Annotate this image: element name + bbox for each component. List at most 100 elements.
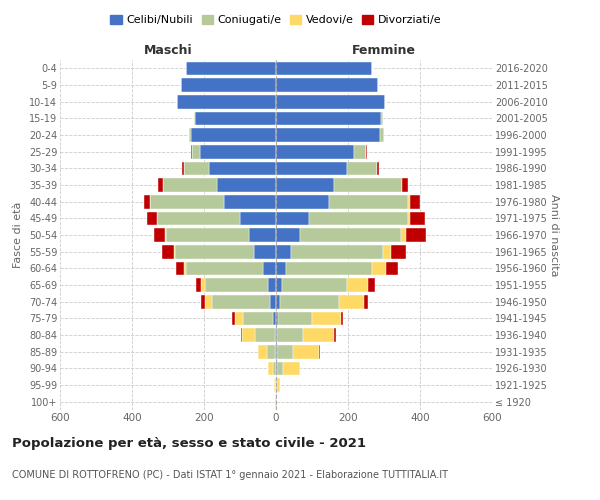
Bar bbox=[181, 78, 276, 92]
Bar bbox=[286, 262, 373, 275]
Bar bbox=[268, 278, 276, 292]
Bar bbox=[341, 312, 343, 325]
Bar bbox=[259, 345, 268, 358]
Bar bbox=[212, 295, 269, 308]
Bar bbox=[403, 178, 408, 192]
Bar bbox=[268, 362, 273, 375]
Bar bbox=[150, 195, 224, 208]
Bar bbox=[182, 162, 184, 175]
Bar bbox=[364, 295, 368, 308]
Bar bbox=[277, 345, 293, 358]
Bar bbox=[278, 312, 313, 325]
Bar bbox=[334, 328, 337, 342]
Bar bbox=[166, 228, 249, 242]
Bar bbox=[240, 212, 276, 225]
Bar bbox=[366, 145, 367, 158]
Bar bbox=[276, 328, 277, 342]
Bar bbox=[242, 328, 255, 342]
Text: Maschi: Maschi bbox=[143, 44, 193, 57]
Bar bbox=[293, 345, 319, 358]
Bar bbox=[302, 328, 334, 342]
Bar bbox=[276, 162, 347, 175]
Bar bbox=[410, 195, 419, 208]
Legend: Celibi/Nubili, Coniugati/e, Vedovi/e, Divorziati/e: Celibi/Nubili, Coniugati/e, Vedovi/e, Di… bbox=[106, 10, 446, 30]
Bar bbox=[174, 245, 175, 258]
Bar bbox=[276, 345, 277, 358]
Bar bbox=[193, 145, 200, 158]
Bar bbox=[274, 378, 275, 392]
Bar bbox=[276, 312, 278, 325]
Bar bbox=[276, 212, 309, 225]
Bar bbox=[355, 145, 366, 158]
Bar bbox=[334, 178, 402, 192]
Bar bbox=[280, 295, 338, 308]
Bar bbox=[309, 212, 408, 225]
Bar bbox=[276, 362, 277, 375]
Bar bbox=[175, 245, 254, 258]
Bar bbox=[273, 312, 276, 325]
Bar bbox=[277, 362, 283, 375]
Bar bbox=[186, 62, 276, 75]
Bar bbox=[232, 312, 235, 325]
Bar bbox=[291, 245, 383, 258]
Bar bbox=[184, 162, 209, 175]
Text: Popolazione per età, sesso e stato civile - 2021: Popolazione per età, sesso e stato civil… bbox=[12, 437, 366, 450]
Bar bbox=[194, 112, 195, 125]
Bar bbox=[283, 278, 347, 292]
Bar bbox=[283, 362, 301, 375]
Bar bbox=[191, 128, 276, 142]
Bar bbox=[217, 178, 276, 192]
Bar bbox=[276, 195, 329, 208]
Bar bbox=[177, 95, 276, 108]
Bar bbox=[347, 162, 377, 175]
Bar bbox=[276, 262, 286, 275]
Bar bbox=[163, 178, 217, 192]
Bar bbox=[242, 312, 273, 325]
Bar bbox=[276, 95, 385, 108]
Bar bbox=[268, 345, 275, 358]
Bar bbox=[154, 228, 166, 242]
Bar bbox=[205, 278, 268, 292]
Bar bbox=[162, 245, 174, 258]
Bar bbox=[224, 195, 276, 208]
Bar bbox=[329, 195, 409, 208]
Bar bbox=[391, 245, 406, 258]
Bar bbox=[158, 178, 163, 192]
Bar bbox=[409, 195, 410, 208]
Bar bbox=[276, 228, 301, 242]
Bar bbox=[276, 145, 355, 158]
Bar bbox=[277, 328, 302, 342]
Bar bbox=[386, 262, 398, 275]
Bar bbox=[263, 262, 276, 275]
Bar bbox=[176, 262, 184, 275]
Bar bbox=[157, 212, 240, 225]
Y-axis label: Fasce di età: Fasce di età bbox=[13, 202, 23, 268]
Bar bbox=[276, 245, 291, 258]
Text: Femmine: Femmine bbox=[352, 44, 416, 57]
Bar bbox=[249, 228, 276, 242]
Bar bbox=[269, 295, 276, 308]
Bar bbox=[373, 262, 386, 275]
Bar bbox=[201, 295, 205, 308]
Bar bbox=[273, 362, 275, 375]
Bar bbox=[383, 245, 391, 258]
Bar bbox=[200, 145, 276, 158]
Bar bbox=[313, 312, 341, 325]
Bar bbox=[196, 278, 201, 292]
Bar bbox=[277, 378, 280, 392]
Bar bbox=[209, 162, 276, 175]
Bar bbox=[276, 278, 283, 292]
Bar bbox=[191, 145, 193, 158]
Bar bbox=[301, 228, 401, 242]
Bar bbox=[401, 228, 406, 242]
Bar bbox=[408, 212, 410, 225]
Bar bbox=[147, 212, 157, 225]
Bar bbox=[406, 228, 427, 242]
Bar bbox=[276, 112, 381, 125]
Bar bbox=[377, 162, 379, 175]
Bar bbox=[276, 78, 377, 92]
Bar bbox=[276, 295, 280, 308]
Bar bbox=[319, 345, 320, 358]
Bar bbox=[276, 128, 380, 142]
Bar bbox=[184, 262, 186, 275]
